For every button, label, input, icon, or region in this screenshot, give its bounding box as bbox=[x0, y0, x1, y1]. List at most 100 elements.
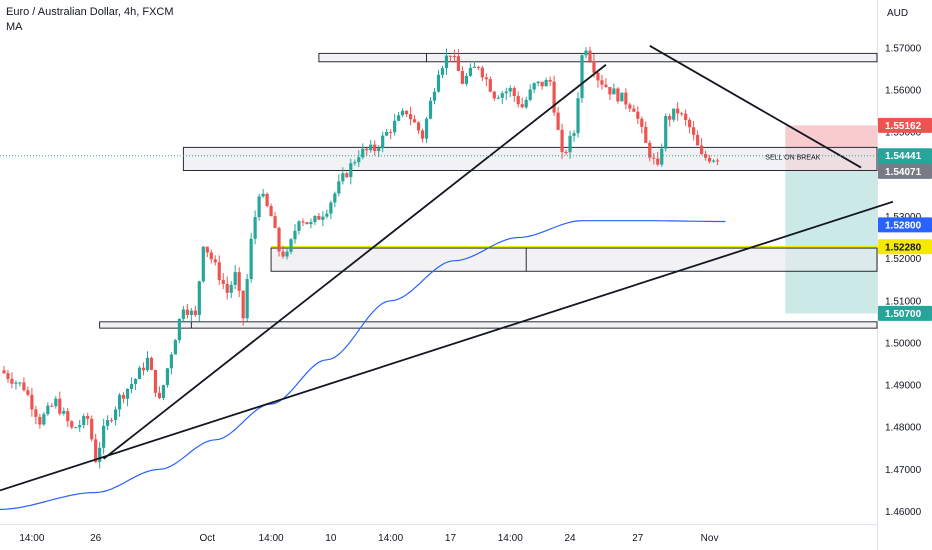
candle-body bbox=[361, 148, 365, 158]
candle-body bbox=[261, 193, 265, 197]
candle-body bbox=[369, 144, 373, 151]
candle-body bbox=[121, 394, 126, 399]
support-resistance-zone bbox=[182, 146, 878, 171]
candle-body bbox=[181, 309, 185, 319]
candle-body bbox=[696, 134, 700, 146]
price-tag-value: 1.55162 bbox=[885, 121, 922, 132]
time-tick-label: 14:00 bbox=[498, 533, 523, 544]
candle-body bbox=[564, 151, 568, 153]
candle-body bbox=[50, 405, 54, 407]
candle-body bbox=[504, 91, 508, 94]
candle-body bbox=[309, 222, 313, 225]
candle-body bbox=[632, 108, 636, 112]
price-tick-label: 1.55000 bbox=[885, 128, 922, 139]
candle-body bbox=[636, 111, 640, 119]
candle-body bbox=[508, 88, 512, 92]
trendline bbox=[649, 45, 862, 169]
time-axis[interactable]: 14:00 26 Oct 14:00 10 14:00 17 14:00 24 27 Nov bbox=[19, 533, 718, 544]
time-tick-label: Oct bbox=[200, 533, 216, 544]
candle-body bbox=[285, 251, 289, 257]
candle-body bbox=[273, 216, 277, 228]
candle-body bbox=[476, 66, 480, 68]
candle-body bbox=[680, 113, 684, 115]
candle-body bbox=[117, 394, 122, 410]
candle-body bbox=[265, 193, 269, 206]
candle-body bbox=[2, 370, 6, 374]
price-axis[interactable]: AUD1.570001.560001.550001.540001.530001.… bbox=[885, 8, 922, 518]
time-tick-label: 14:00 bbox=[259, 533, 284, 544]
candle-body bbox=[488, 79, 492, 92]
candle-body bbox=[568, 135, 572, 153]
support-resistance-zone bbox=[270, 247, 878, 272]
candle-body bbox=[62, 411, 66, 414]
candle-body bbox=[22, 382, 26, 391]
time-tick-label: 17 bbox=[445, 533, 457, 544]
time-tick-label: 14:00 bbox=[19, 533, 44, 544]
time-tick-label: 14:00 bbox=[378, 533, 403, 544]
candle-body bbox=[592, 61, 596, 73]
candle-body bbox=[405, 110, 409, 115]
candle-body bbox=[628, 104, 632, 109]
candle-body bbox=[572, 133, 576, 136]
candle-body bbox=[436, 74, 441, 92]
candle-body bbox=[46, 405, 50, 415]
candle-body bbox=[249, 238, 253, 280]
candle-body bbox=[137, 367, 142, 380]
candle-body bbox=[580, 55, 584, 99]
candle-body bbox=[660, 148, 664, 165]
candle-body bbox=[277, 227, 281, 252]
candle-body bbox=[560, 129, 564, 152]
candle-body bbox=[74, 427, 78, 429]
candle-body bbox=[125, 388, 130, 399]
candle-body bbox=[98, 447, 102, 462]
candle-body bbox=[233, 272, 237, 285]
indicator-label[interactable]: MA bbox=[6, 21, 23, 33]
candle-body bbox=[496, 97, 500, 99]
candle-body bbox=[516, 96, 520, 105]
candle-body bbox=[600, 80, 604, 85]
candle-body bbox=[293, 230, 297, 240]
candle-body bbox=[664, 116, 668, 149]
candle-body bbox=[313, 215, 317, 223]
candle-body bbox=[648, 142, 652, 158]
take-profit-zone bbox=[785, 171, 877, 314]
candle-body bbox=[408, 114, 413, 120]
candle-body bbox=[715, 160, 720, 162]
candle-body bbox=[536, 81, 540, 84]
price-tag bbox=[878, 163, 932, 179]
candle-body bbox=[584, 50, 588, 56]
candle-body bbox=[301, 221, 305, 223]
candle-body bbox=[30, 394, 34, 410]
candle-body bbox=[452, 56, 457, 58]
candle-body bbox=[197, 281, 201, 316]
candle-body bbox=[217, 262, 221, 280]
candle-body bbox=[201, 246, 205, 282]
candle-body bbox=[26, 390, 30, 395]
candle-body bbox=[165, 368, 170, 386]
candle-body bbox=[289, 239, 293, 252]
time-tick-label: 10 bbox=[325, 533, 337, 544]
price-tag-value: 1.54441 bbox=[885, 151, 922, 162]
support-resistance-zone bbox=[99, 321, 878, 329]
candle-body bbox=[492, 91, 496, 99]
candle-body bbox=[556, 112, 560, 130]
candle-body bbox=[349, 163, 353, 178]
candle-body bbox=[412, 119, 417, 123]
candle-body bbox=[357, 157, 361, 163]
price-tags-layer: 1.551621.5444102:28:251.540711.528001.52… bbox=[878, 117, 932, 321]
candle-body bbox=[576, 98, 580, 134]
trendlines-layer bbox=[0, 45, 894, 492]
candle-body bbox=[640, 118, 644, 127]
candle-body bbox=[428, 100, 433, 119]
candle-body bbox=[548, 80, 552, 82]
candle-body bbox=[345, 173, 349, 178]
price-axis-currency: AUD bbox=[887, 8, 908, 19]
candle-body bbox=[512, 88, 516, 97]
candle-body bbox=[524, 99, 528, 108]
trendline bbox=[103, 64, 607, 460]
time-tick-label: 26 bbox=[90, 533, 102, 544]
candle-body bbox=[6, 373, 10, 379]
symbol-title[interactable]: Euro / Australian Dollar, 4h, FXCM bbox=[6, 6, 174, 18]
candle-body bbox=[700, 145, 704, 155]
